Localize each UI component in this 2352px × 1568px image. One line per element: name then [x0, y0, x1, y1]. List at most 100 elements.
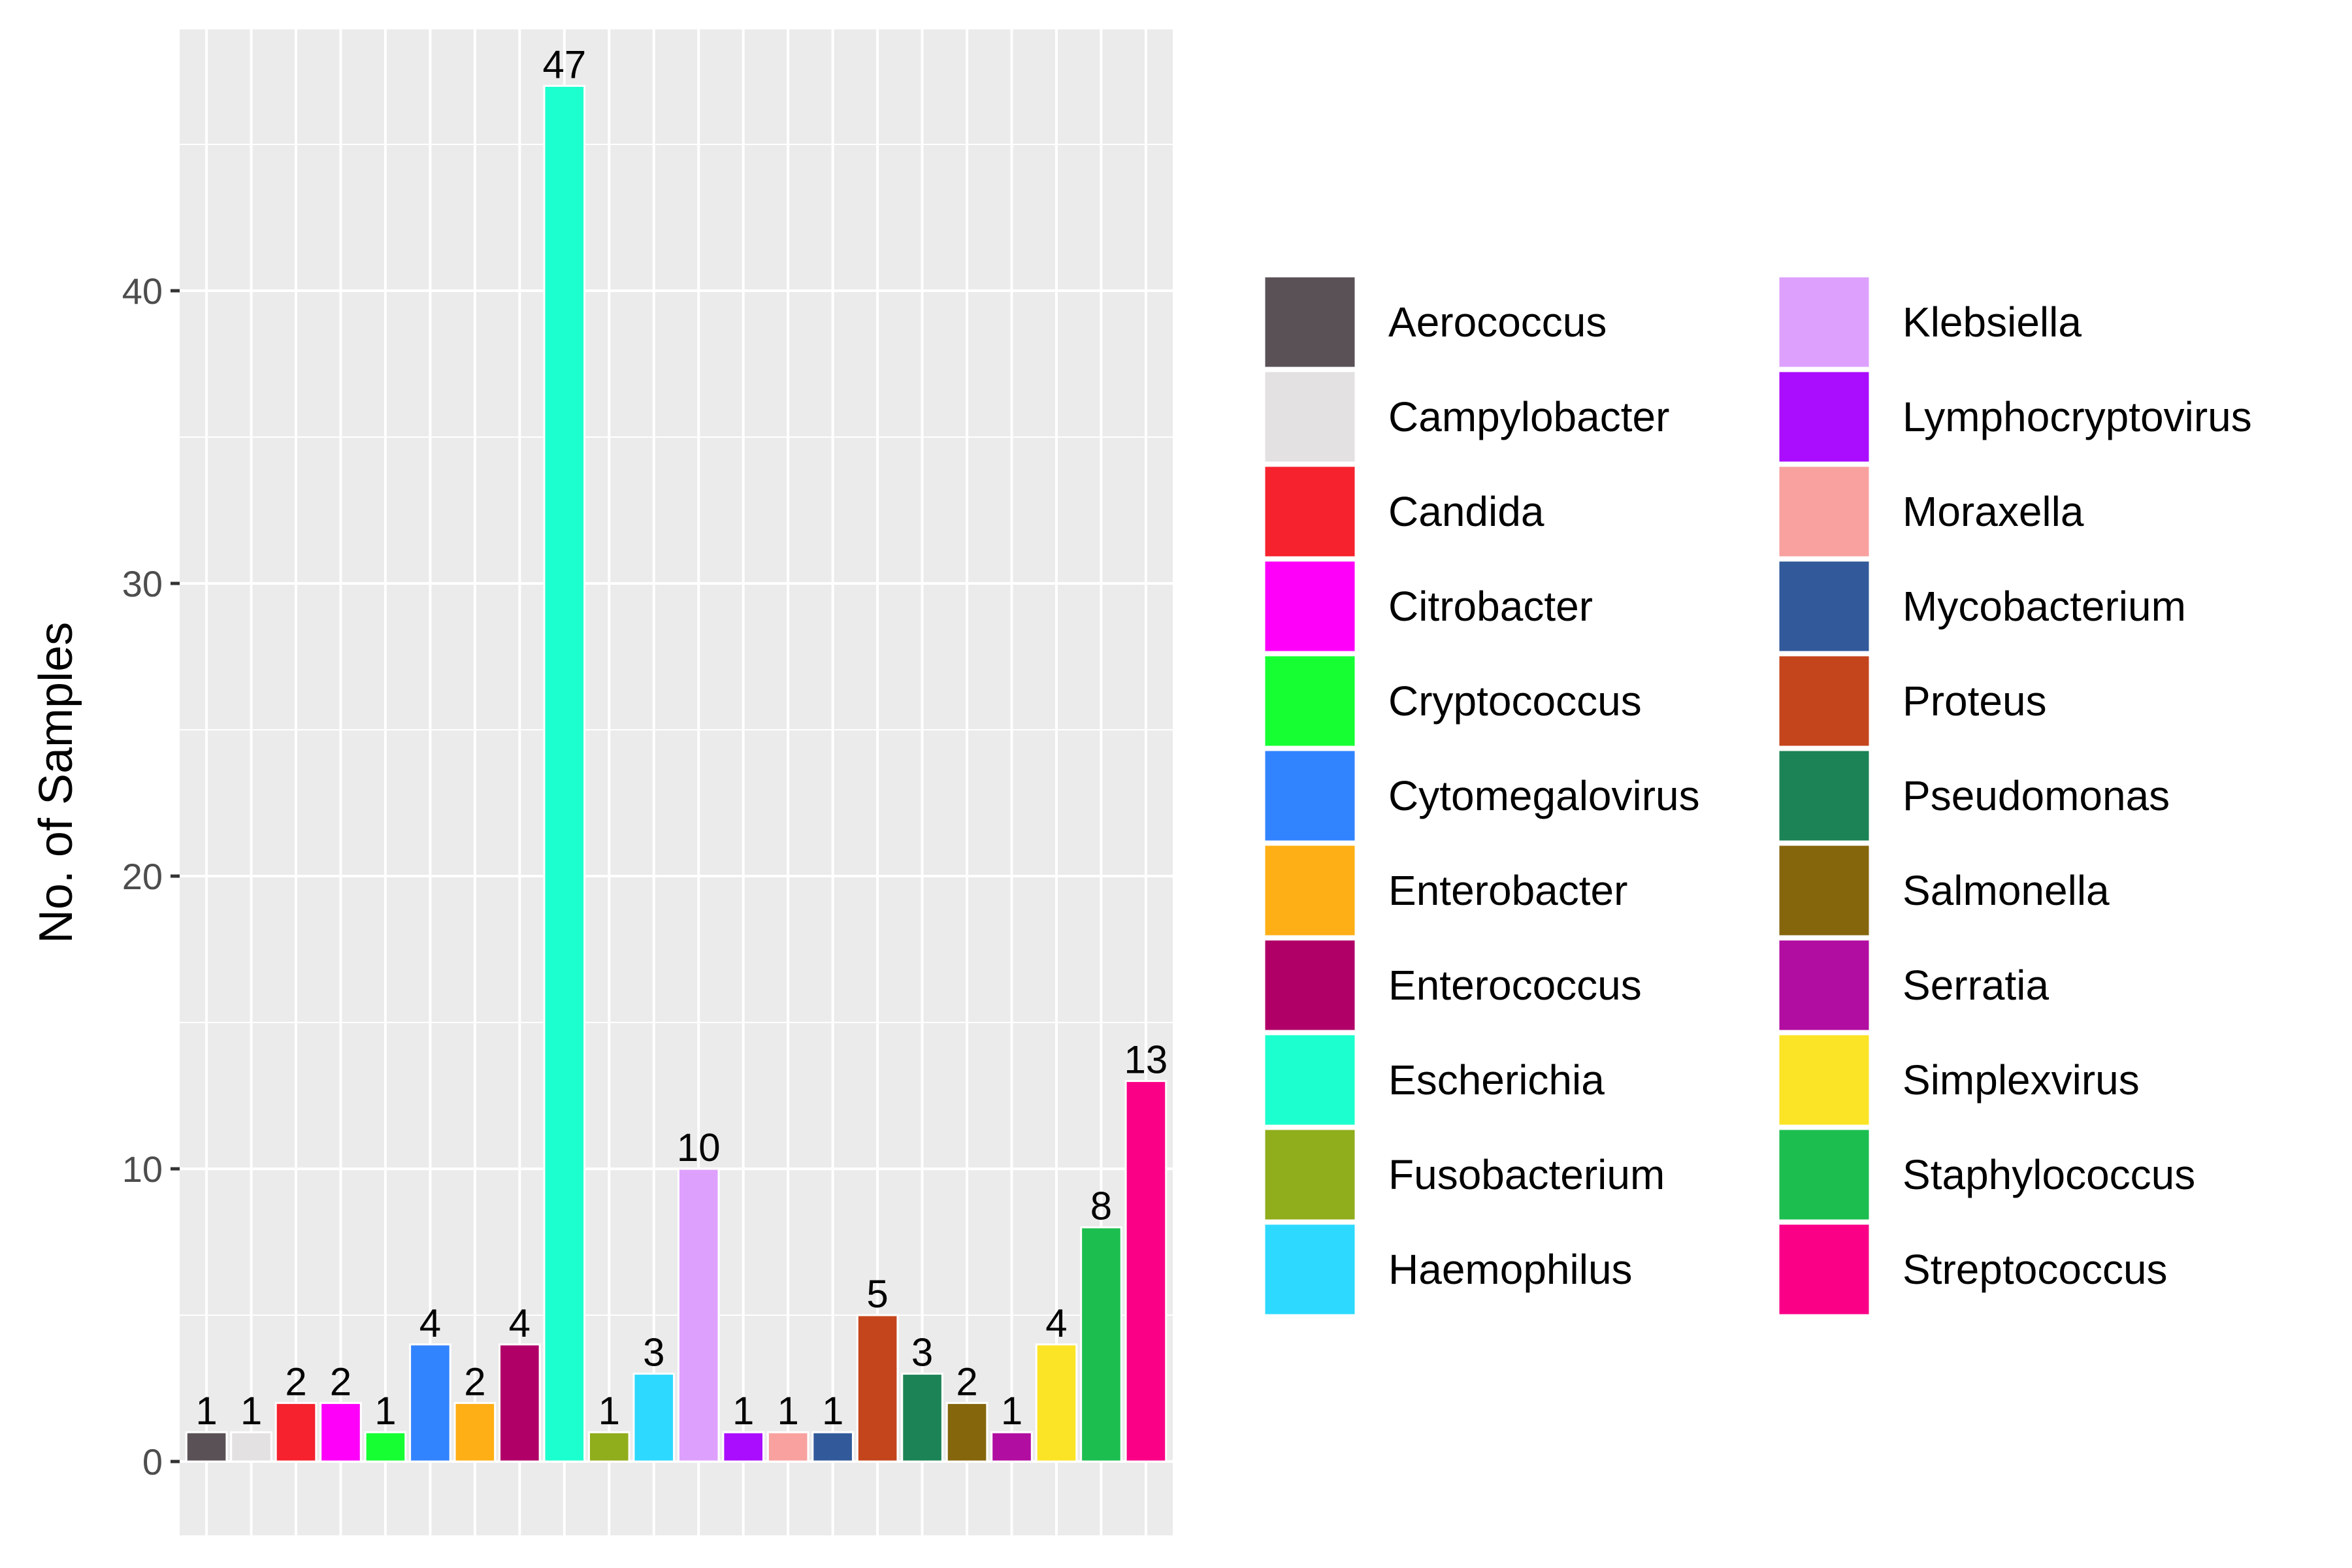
legend-label: Haemophilus	[1388, 1246, 1633, 1293]
bars	[185, 84, 1168, 1463]
bar	[632, 1373, 676, 1463]
bar	[677, 1168, 720, 1463]
legend-key	[1777, 749, 1871, 843]
legend-label: Campylobacter	[1388, 393, 1669, 440]
data-label: 4	[1045, 1301, 1067, 1345]
y-tick-label: 20	[122, 856, 163, 897]
legend-key	[1263, 370, 1357, 464]
bar	[498, 1343, 541, 1463]
legend-label: Enterococcus	[1388, 962, 1642, 1009]
legend-label: Candida	[1388, 488, 1544, 535]
data-label: 3	[643, 1331, 664, 1375]
data-label: 1	[732, 1389, 754, 1433]
panel-background	[180, 29, 1173, 1535]
data-label: 1	[777, 1389, 798, 1433]
legend-key	[1263, 843, 1357, 938]
legend-label: Streptococcus	[1903, 1246, 2168, 1293]
legend-label: Escherichia	[1388, 1056, 1605, 1103]
legend-key	[1263, 938, 1357, 1032]
data-label: 4	[419, 1301, 441, 1345]
y-tick-label: 10	[122, 1149, 163, 1190]
legend-key	[1263, 1222, 1357, 1316]
data-label: 1	[598, 1389, 620, 1433]
legend-label: Cryptococcus	[1388, 678, 1642, 725]
data-label: 2	[464, 1360, 485, 1403]
legend-label: Serratia	[1903, 962, 2050, 1009]
bar	[1124, 1080, 1168, 1463]
data-label: 5	[866, 1272, 888, 1316]
legend-label: Proteus	[1903, 678, 2047, 725]
legend-label: Enterobacter	[1388, 867, 1627, 914]
legend-key	[1777, 1128, 1871, 1222]
y-tick-label: 40	[122, 270, 163, 312]
data-label: 2	[330, 1360, 351, 1403]
legend-key	[1777, 654, 1871, 748]
bar	[185, 1431, 228, 1463]
legend-key	[1777, 1222, 1871, 1316]
y-tick-label: 0	[142, 1441, 163, 1482]
legend-key	[1777, 465, 1871, 559]
bar	[543, 84, 586, 1463]
legend-label: Lymphocryptovirus	[1903, 393, 2252, 440]
bar	[766, 1431, 809, 1463]
bar	[945, 1401, 988, 1463]
bar	[1080, 1226, 1122, 1463]
legend-key	[1263, 1033, 1357, 1127]
bar	[230, 1431, 272, 1463]
bar	[409, 1343, 451, 1463]
data-label: 1	[1001, 1389, 1022, 1433]
legend-key	[1263, 1128, 1357, 1222]
data-label: 8	[1090, 1184, 1112, 1228]
minor-gridlines	[180, 144, 1173, 1316]
legend: Aerococcus Campylobacter Candida Citrobacte…	[1263, 275, 2252, 1316]
legend-label: Moraxella	[1903, 488, 2084, 535]
legend-key	[1777, 843, 1871, 938]
data-label: 2	[285, 1360, 306, 1403]
data-label: 2	[956, 1360, 977, 1403]
legend-label: Fusobacterium	[1388, 1151, 1665, 1198]
legend-key	[1263, 749, 1357, 843]
bar	[901, 1373, 943, 1463]
bar	[811, 1431, 854, 1463]
legend-key	[1263, 275, 1357, 369]
bar	[990, 1431, 1033, 1463]
data-label: 1	[374, 1389, 396, 1433]
bar	[453, 1401, 497, 1463]
y-tick-label: 30	[122, 563, 163, 604]
bar	[364, 1431, 407, 1463]
legend-label: Aerococcus	[1388, 299, 1607, 346]
y-axis: 0 10 20 30 40	[122, 270, 180, 1482]
legend-key	[1777, 370, 1871, 464]
bar	[856, 1314, 899, 1463]
data-label: 10	[677, 1126, 721, 1169]
data-label: 4	[509, 1301, 531, 1345]
legend-key	[1777, 559, 1871, 653]
legend-key	[1263, 559, 1357, 653]
legend-label: Klebsiella	[1903, 299, 2082, 346]
legend-key	[1263, 465, 1357, 559]
data-label: 47	[542, 42, 586, 86]
data-label: 3	[911, 1331, 933, 1375]
bar	[319, 1401, 362, 1463]
data-label: 1	[195, 1389, 217, 1433]
data-label: 1	[822, 1389, 843, 1433]
legend-label: Citrobacter	[1388, 583, 1593, 630]
legend-label: Staphylococcus	[1903, 1151, 2195, 1198]
bar	[274, 1401, 318, 1463]
data-label: 1	[240, 1389, 262, 1433]
legend-label: Salmonella	[1903, 867, 2110, 914]
bar	[1035, 1343, 1078, 1463]
legend-key	[1777, 1033, 1871, 1127]
bar	[722, 1431, 765, 1463]
data-label: 13	[1124, 1038, 1168, 1082]
y-axis-title: No. of Samples	[30, 622, 82, 943]
legend-key	[1777, 938, 1871, 1032]
legend-key	[1263, 654, 1357, 748]
legend-label: Simplexvirus	[1903, 1056, 2140, 1103]
bar	[587, 1431, 630, 1463]
legend-label: Mycobacterium	[1903, 583, 2186, 630]
legend-label: Cytomegalovirus	[1388, 772, 1700, 819]
legend-label: Pseudomonas	[1903, 772, 2170, 819]
